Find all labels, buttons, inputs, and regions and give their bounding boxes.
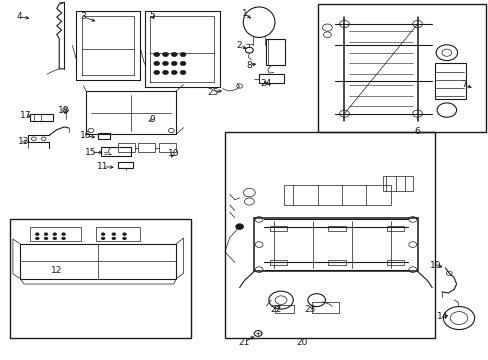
- Text: 25: 25: [207, 87, 218, 96]
- Text: 22: 22: [270, 305, 281, 314]
- Bar: [10, 220, 190, 338]
- Bar: [311, 302, 338, 313]
- Circle shape: [154, 61, 159, 66]
- Circle shape: [171, 61, 177, 66]
- Text: 14: 14: [436, 312, 447, 321]
- Text: 8: 8: [246, 61, 252, 70]
- Circle shape: [162, 70, 168, 75]
- Bar: [30, 226, 81, 241]
- Text: 10: 10: [168, 149, 179, 158]
- Circle shape: [101, 237, 105, 240]
- Bar: [328, 260, 345, 265]
- Circle shape: [180, 52, 185, 57]
- Circle shape: [53, 237, 57, 240]
- Circle shape: [180, 70, 185, 75]
- Bar: [328, 226, 345, 231]
- Bar: [138, 143, 155, 152]
- Text: 11: 11: [97, 162, 109, 171]
- Bar: [98, 134, 110, 139]
- Text: 24: 24: [260, 79, 271, 88]
- Text: 15: 15: [85, 148, 97, 157]
- Text: 19: 19: [429, 261, 441, 270]
- Bar: [283, 185, 390, 205]
- Bar: [118, 143, 135, 152]
- Circle shape: [61, 233, 65, 235]
- Bar: [434, 63, 466, 99]
- Bar: [317, 4, 485, 132]
- Circle shape: [44, 237, 48, 240]
- Bar: [158, 143, 175, 152]
- Text: 1: 1: [241, 9, 247, 18]
- Text: 3: 3: [81, 12, 86, 21]
- Text: 9: 9: [149, 115, 154, 124]
- Bar: [118, 162, 133, 168]
- Text: 20: 20: [296, 338, 307, 347]
- Text: 23: 23: [304, 305, 315, 314]
- Text: 17: 17: [20, 111, 32, 120]
- Circle shape: [154, 52, 159, 57]
- Circle shape: [35, 237, 39, 240]
- Bar: [266, 40, 285, 65]
- Circle shape: [180, 61, 185, 66]
- Text: 12: 12: [51, 266, 62, 275]
- Circle shape: [112, 233, 116, 235]
- Text: 21: 21: [238, 338, 250, 347]
- Bar: [386, 260, 404, 265]
- Bar: [383, 176, 412, 191]
- Text: 7: 7: [460, 81, 466, 90]
- Bar: [269, 226, 287, 231]
- Text: 6: 6: [414, 127, 420, 136]
- Text: 4: 4: [17, 12, 22, 21]
- Circle shape: [35, 233, 39, 235]
- Bar: [269, 260, 287, 265]
- Circle shape: [171, 70, 177, 75]
- Circle shape: [162, 52, 168, 57]
- Text: 13: 13: [19, 137, 30, 146]
- Circle shape: [122, 233, 126, 235]
- Circle shape: [154, 70, 159, 75]
- Text: 18: 18: [58, 105, 70, 114]
- Bar: [386, 226, 404, 231]
- Text: 5: 5: [149, 10, 154, 19]
- Bar: [259, 74, 283, 83]
- Circle shape: [112, 237, 116, 240]
- Bar: [274, 305, 294, 313]
- Text: 2: 2: [236, 41, 242, 50]
- Circle shape: [235, 224, 243, 229]
- Circle shape: [44, 233, 48, 235]
- Bar: [101, 147, 131, 156]
- Circle shape: [122, 237, 126, 240]
- Bar: [30, 114, 53, 121]
- Circle shape: [61, 237, 65, 240]
- Circle shape: [171, 52, 177, 57]
- Circle shape: [101, 233, 105, 235]
- Bar: [96, 226, 140, 241]
- Text: 16: 16: [80, 131, 92, 140]
- Circle shape: [53, 233, 57, 235]
- Bar: [224, 132, 434, 338]
- Circle shape: [162, 61, 168, 66]
